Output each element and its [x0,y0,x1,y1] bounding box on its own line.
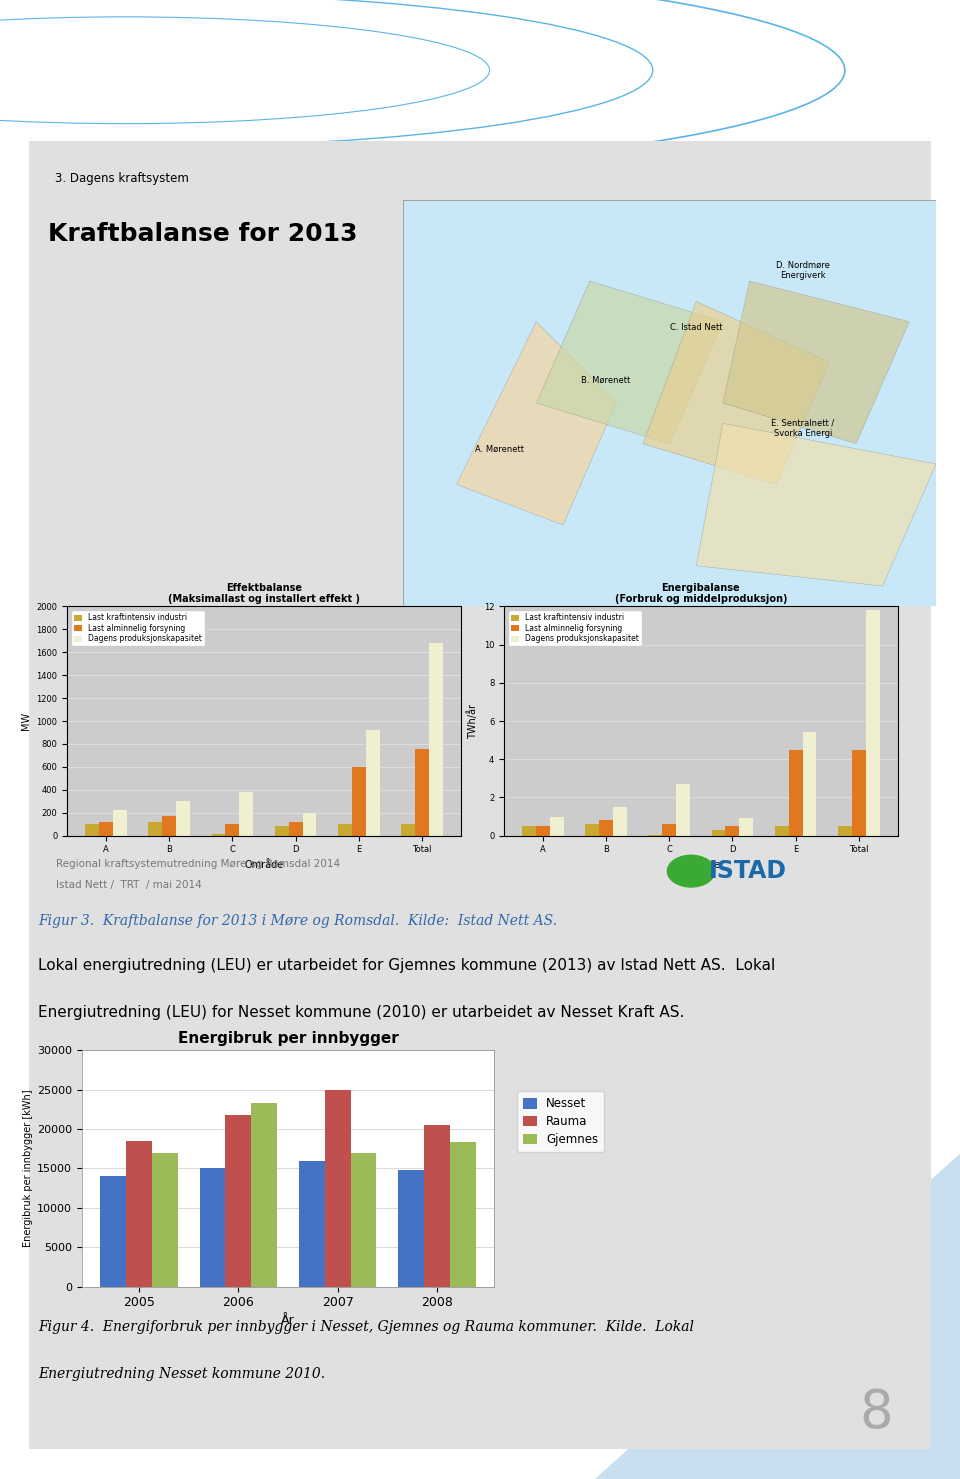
Polygon shape [457,321,616,525]
Text: C. Istad Nett: C. Istad Nett [670,322,723,331]
Text: eolus: eolus [58,52,183,95]
Text: 8: 8 [859,1387,893,1439]
Bar [101,1176,126,1287]
Text: Lokal energiutredning (LEU) er utarbeidet for Gjemnes kommune (2013) av Istad Ne: Lokal energiutredning (LEU) er utarbeide… [38,958,776,973]
Title: Energibruk per innbygger: Energibruk per innbygger [178,1031,398,1046]
Bar [424,1126,450,1287]
Bar [550,816,564,836]
Bar [85,824,99,836]
Bar [398,1170,424,1287]
Bar [338,824,352,836]
Bar [522,827,536,836]
Text: Energiutredning Nesset kommune 2010.: Energiutredning Nesset kommune 2010. [38,1367,325,1381]
Title: Effektbalanse
(Maksimallast og installert effekt ): Effektbalanse (Maksimallast og installer… [168,583,360,605]
Bar [852,750,866,836]
Bar [739,818,754,836]
X-axis label: År: År [281,1313,295,1327]
Bar [162,816,176,836]
X-axis label: Område: Område [682,859,720,870]
Text: E. Sentralnett /
Svorka Energi: E. Sentralnett / Svorka Energi [771,419,834,438]
Bar [152,1152,178,1287]
Polygon shape [537,281,723,444]
Bar [838,827,852,836]
Bar [176,802,190,836]
Bar [239,791,253,836]
Bar [676,784,690,836]
Legend: Nesset, Rauma, Gjemnes: Nesset, Rauma, Gjemnes [516,1092,605,1152]
Bar [599,821,612,836]
Polygon shape [723,281,909,444]
Text: Figur 4.  Energiforbruk per innbygger i Nesset, Gjemnes og Rauma kommuner.  Kild: Figur 4. Energiforbruk per innbygger i N… [38,1319,694,1334]
Bar [299,1161,324,1287]
Bar [302,813,317,836]
Bar [711,830,726,836]
Bar [289,822,302,836]
Bar [450,1142,475,1287]
Polygon shape [643,302,829,485]
Bar [99,822,113,836]
Bar [113,810,127,836]
Text: D. Nordmøre
Energiverk: D. Nordmøre Energiverk [776,260,829,280]
Ellipse shape [666,855,715,887]
Bar [350,1152,376,1287]
Bar [126,1140,152,1287]
Bar [536,827,550,836]
Text: 3. Dagens kraftsystem: 3. Dagens kraftsystem [55,173,189,185]
Bar [366,731,380,836]
Bar [429,643,443,836]
Bar [803,732,817,836]
Text: Regional kraftsystemutredning Møre og Romsdal 2014: Regional kraftsystemutredning Møre og Ro… [56,859,340,870]
Text: B. Mørenett: B. Mørenett [581,376,631,385]
Bar [789,750,803,836]
Text: Kraftbalanse for 2013: Kraftbalanse for 2013 [48,222,357,246]
Bar [612,808,627,836]
Polygon shape [696,423,936,586]
Y-axis label: MW: MW [21,711,31,731]
Bar [275,827,289,836]
Text: Istad Nett /  TRT  / mai 2014: Istad Nett / TRT / mai 2014 [56,880,202,890]
Bar [726,827,739,836]
Title: Energibalanse
(Forbruk og middelproduksjon): Energibalanse (Forbruk og middelproduksj… [614,583,787,605]
Bar [866,611,879,836]
Bar [148,822,162,836]
Bar [662,824,676,836]
Bar [775,827,789,836]
X-axis label: Område: Område [245,859,283,870]
Y-axis label: Energibruk per innbygger [kWh]: Energibruk per innbygger [kWh] [23,1090,33,1247]
Bar [401,824,415,836]
Legend: Last kraftintensiv industri, Last alminnelig forsyning, Dagens produksjonskapasi: Last kraftintensiv industri, Last alminn… [508,611,641,646]
Bar [415,748,429,836]
Text: Figur 3.  Kraftbalanse for 2013 i Møre og Romsdal.  Kilde:  Istad Nett AS.: Figur 3. Kraftbalanse for 2013 i Møre og… [38,914,558,929]
FancyBboxPatch shape [20,127,940,1463]
Bar [585,824,599,836]
Text: Energiutredning (LEU) for Nesset kommune (2010) er utarbeidet av Nesset Kraft AS: Energiutredning (LEU) for Nesset kommune… [38,1006,684,1021]
Bar [324,1090,350,1287]
Bar [200,1168,226,1287]
Bar [226,1115,252,1287]
Bar [352,766,366,836]
Bar [252,1103,277,1287]
Legend: Last kraftintensiv industri, Last alminnelig forsyning, Dagens produksjonskapasi: Last kraftintensiv industri, Last alminn… [71,611,204,646]
Bar [226,824,239,836]
Bar [211,834,226,836]
Text: ISTAD: ISTAD [708,859,787,883]
Text: A. Mørenett: A. Mørenett [474,445,523,454]
Polygon shape [595,1154,960,1479]
Y-axis label: TWh/år: TWh/år [468,704,478,738]
